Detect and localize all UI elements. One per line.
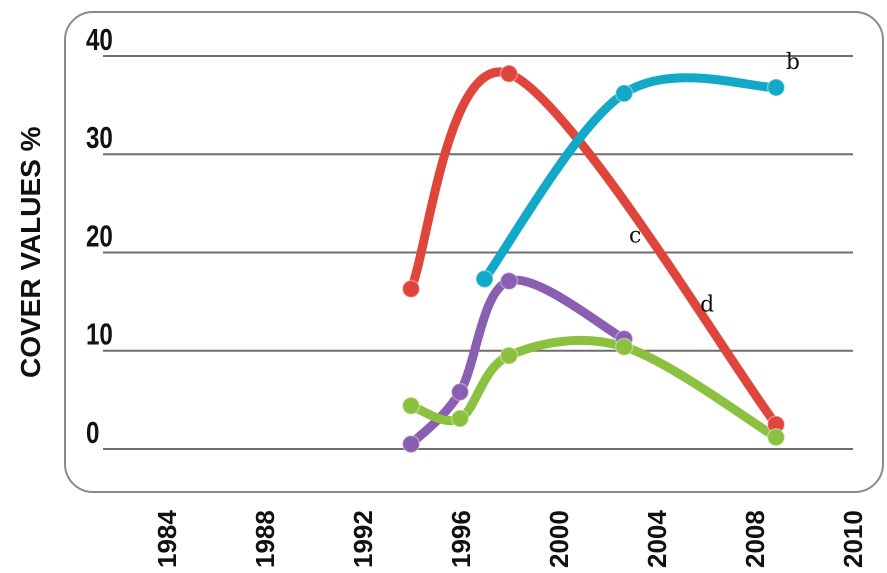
x-tick-label: 2000	[544, 510, 574, 568]
data-point-blue	[766, 78, 786, 97]
x-tick-label: 2008	[740, 510, 770, 568]
y-tick-label: 0	[86, 415, 99, 450]
y-tick-label: 10	[86, 317, 113, 352]
x-tick-label: 1988	[250, 510, 280, 568]
y-tick-labels: 40 30 20 10 0	[86, 22, 113, 450]
y-tick-label: 40	[86, 22, 113, 57]
annotation-label: b	[786, 50, 800, 75]
x-tick-label: 2010	[838, 510, 868, 568]
y-tick-label: 20	[86, 219, 113, 254]
x-tick-label: 2004	[642, 510, 672, 568]
annotation-label: d	[700, 292, 714, 317]
x-tick-label: 1992	[348, 510, 378, 568]
data-point-green	[401, 396, 421, 416]
x-tick-labels: 1984 1988 1992 1996 2000 2004 2008 2010	[152, 510, 868, 568]
annotation-label: c	[629, 224, 641, 249]
data-point-green	[766, 427, 786, 447]
series-line-red	[406, 67, 781, 429]
annotations: b c d	[629, 50, 800, 318]
data-point-blue	[614, 84, 634, 103]
data-point-green	[614, 337, 634, 357]
data-point-red	[499, 64, 519, 83]
x-tick-label: 1984	[152, 510, 182, 568]
data-point-red	[401, 279, 421, 299]
data-point-green	[499, 346, 519, 365]
data-point-purple	[450, 382, 470, 402]
x-tick-label: 1996	[446, 510, 476, 568]
y-tick-label: 30	[86, 120, 113, 155]
y-axis-label: COVER VALUES %	[15, 126, 46, 378]
data-point-purple	[401, 434, 421, 454]
data-point-blue	[475, 269, 494, 289]
data-point-green	[450, 409, 470, 428]
data-point-purple	[499, 271, 519, 291]
series-markers	[401, 64, 786, 454]
